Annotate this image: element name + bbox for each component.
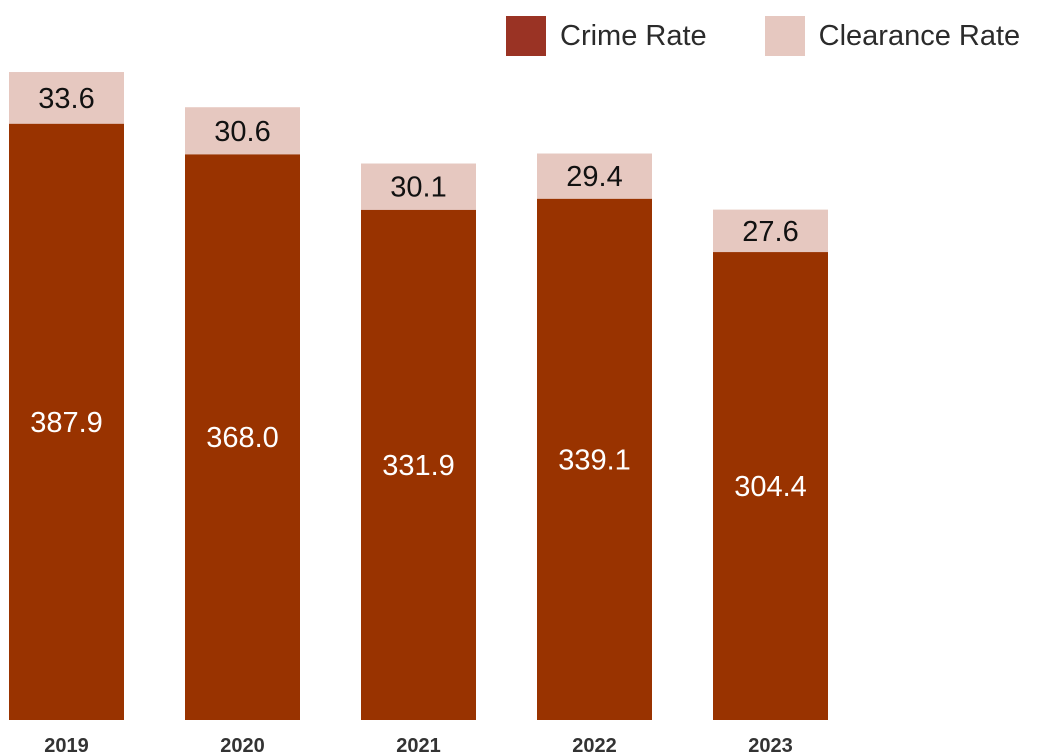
data-label-clearance-rate-2020: 30.6 [214, 116, 270, 148]
legend-label-clearance-rate: Clearance Rate [818, 19, 1021, 52]
bar-crime-rate-2022 [537, 198, 652, 721]
legend-swatch-clearance-rate [764, 16, 805, 56]
data-label-clearance-rate-2023: 27.6 [742, 216, 798, 248]
x-tick-label-2023: 2023 [748, 735, 793, 755]
bar-clearance-rate-2020 [185, 107, 300, 155]
x-tick-label-2019: 2019 [44, 735, 89, 755]
bar-clearance-rate-2019 [9, 72, 124, 124]
data-label-clearance-rate-2022: 29.4 [566, 161, 622, 193]
bar-clearance-rate-2022 [537, 153, 652, 199]
data-label-clearance-rate-2021: 30.1 [390, 172, 446, 204]
legend-label-crime-rate: Crime Rate [560, 19, 707, 52]
data-label-crime-rate-2021: 331.9 [382, 450, 455, 482]
legend-item-crime-rate[interactable]: Crime Rate [506, 16, 707, 56]
legend-item-clearance-rate[interactable]: Clearance Rate [764, 16, 1021, 56]
x-tick-label-2021: 2021 [396, 735, 441, 755]
data-label-crime-rate-2020: 368.0 [206, 422, 279, 454]
bar-crime-rate-2021 [361, 209, 476, 720]
data-label-clearance-rate-2019: 33.6 [38, 83, 94, 115]
bar-clearance-rate-2021 [361, 163, 476, 210]
bar-clearance-rate-2023 [713, 209, 828, 253]
bar-crime-rate-2020 [185, 154, 300, 720]
data-label-crime-rate-2023: 304.4 [734, 471, 807, 503]
chart-legend: Crime Rate Clearance Rate [506, 16, 1020, 56]
bar-crime-rate-2019 [9, 123, 124, 720]
data-label-crime-rate-2022: 339.1 [558, 444, 631, 476]
x-tick-label-2022: 2022 [572, 735, 617, 755]
x-tick-label-2020: 2020 [220, 735, 265, 755]
data-label-crime-rate-2019: 387.9 [30, 407, 103, 439]
bar-crime-rate-2023 [713, 252, 828, 720]
legend-swatch-crime-rate [506, 16, 546, 56]
